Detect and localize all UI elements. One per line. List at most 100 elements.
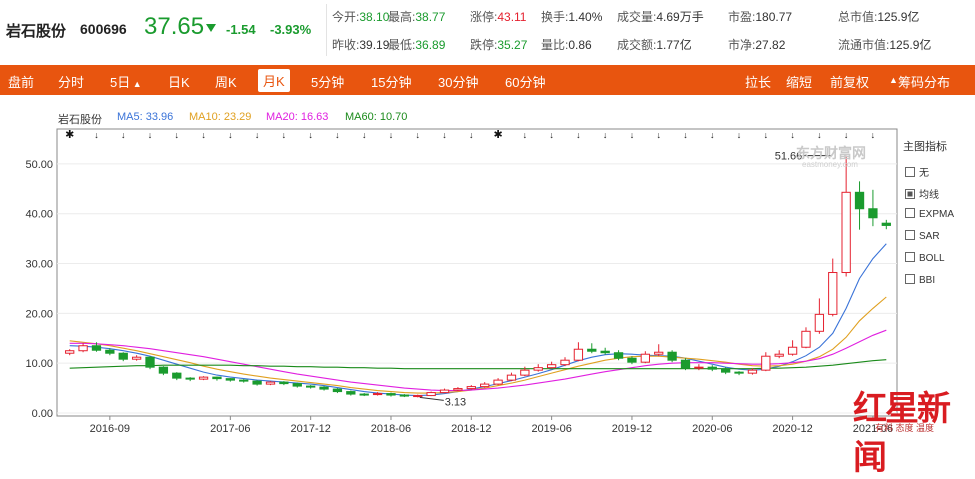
quote-field: 市净:27.82 [728,36,785,53]
tab-label: 5日 [110,75,131,90]
indicator-option[interactable]: BOLL [905,252,945,264]
event-marker: ↓ [603,130,608,140]
quote-field-value: 180.77 [755,10,793,24]
candle-body [881,222,891,226]
candle-body [654,351,664,355]
tab-5[interactable]: 月K [258,69,290,92]
quote-field-value: 4.69万手 [656,10,704,24]
checkbox-icon[interactable] [905,189,915,199]
event-marker: ↓ [630,130,635,140]
candle-body [520,369,530,376]
candle-body [185,377,195,380]
tab-6[interactable]: 5分钟 [311,72,344,91]
tab-0[interactable]: 盘前 [8,72,34,91]
candle-body [386,393,396,396]
quote-field: 跌停:35.27 [470,36,527,53]
chart-area: 0.00 10.00 20.00 30.00 40.00 50.00 2016-09 2017… [0,98,975,441]
ma-line-ma5 [69,243,887,397]
indicator-option[interactable]: 无 [905,164,929,179]
candle-body [707,366,717,370]
toolbar-action-2[interactable]: 前复权 [830,75,870,90]
tab-9[interactable]: 60分钟 [505,72,545,91]
x-tick-label: 2018-12 [451,423,491,435]
indicator-option-label: 无 [919,168,929,179]
candle-body [292,383,302,387]
x-tick-label: 2017-12 [290,423,330,435]
event-marker: ↓ [335,130,340,140]
quote-field-label: 成交额: [617,38,657,52]
x-tick-label: 2016-09 [90,423,130,435]
event-marker: ↓ [871,130,876,140]
indicator-option[interactable]: 均线 [905,186,939,201]
quote-field: 最低:36.89 [388,36,445,53]
tab-label: 15分钟 [371,75,412,90]
tab-8[interactable]: 30分钟 [438,72,478,91]
candle-body [118,352,128,360]
indicator-panel-title: 主图指标 [903,141,947,153]
candle-body [613,352,624,359]
caret-up-icon: ▲ [130,79,142,89]
tab-1[interactable]: 分时 [58,72,84,91]
quote-field: 量比:0.86 [541,36,592,53]
quote-field-label: 昨收: [332,38,360,52]
checkbox-icon[interactable] [905,252,915,262]
indicator-option-label: BOLL [919,253,945,264]
indicator-option[interactable]: EXPMA [905,208,954,220]
toolbar-action-3[interactable]: 筹码分布 [898,75,951,90]
indicator-option-label: 均线 [919,190,939,201]
candle-body [546,364,557,369]
candle-body [841,191,851,274]
checkbox-icon[interactable] [905,208,915,218]
candle-body [279,381,289,385]
quote-field-value: 1.40% [568,10,603,24]
checkbox-icon[interactable] [905,274,915,284]
ma-line-ma60 [69,359,887,370]
event-marker: ↓ [175,130,180,140]
quote-field-value: 1.77亿 [656,38,692,52]
quote-field: 市盈:180.77 [728,8,792,25]
annotation-label: 3.13 [445,396,466,408]
candle-body [413,395,423,398]
indicator-option[interactable]: SAR [905,230,940,242]
indicator-option[interactable]: BBI [905,274,935,286]
x-tick-label: 2019-06 [531,423,571,435]
quote-field-label: 换手: [541,10,569,24]
y-tick-label: 10.00 [25,358,53,370]
toolbar-action-1[interactable]: 缩短 [786,75,813,90]
candle-body [131,356,142,360]
tab-2[interactable]: 5日 ▲ [110,72,142,91]
toolbar-action-0[interactable]: 拉长 [745,75,772,90]
quote-field-value: 38.77 [415,10,446,24]
quote-field-label: 市净: [728,38,756,52]
price-change-pct: -3.93% [270,22,312,37]
candle-body [332,388,343,393]
event-marker: ✱ [493,129,502,141]
quote-field: 换手:1.40% [541,8,602,25]
candle-body [306,385,316,388]
y-tick-label: 20.00 [25,308,53,320]
candle-body [814,313,825,332]
tab-7[interactable]: 15分钟 [371,72,411,91]
event-marker: ↓ [442,130,447,140]
checkbox-icon[interactable] [905,167,915,177]
quote-field-value: 39.19 [359,38,390,52]
tab-label: 月K [263,74,285,89]
quote-field-label: 成交量: [617,10,657,24]
annotation-label: 51.66 [775,151,803,163]
checkbox-icon[interactable] [905,230,915,240]
y-tick-label: 30.00 [25,259,53,271]
candle-body [747,369,758,374]
kline-chart[interactable]: 0.00 10.00 20.00 30.00 40.00 50.00 2016-09 2017… [0,98,975,441]
tab-4[interactable]: 周K [215,72,237,91]
indicator-option-label: BBI [919,275,936,286]
tab-3[interactable]: 日K [168,72,190,91]
candle-body [359,393,369,396]
candle-body [573,348,584,361]
candle-body [680,359,691,369]
indicator-option-label: SAR [919,231,940,242]
candle-body [734,371,744,374]
tab-label: 盘前 [8,75,35,90]
event-marker: ↓ [817,130,822,140]
quote-field-value: 125.9亿 [889,38,932,52]
tab-label: 30分钟 [438,75,479,90]
